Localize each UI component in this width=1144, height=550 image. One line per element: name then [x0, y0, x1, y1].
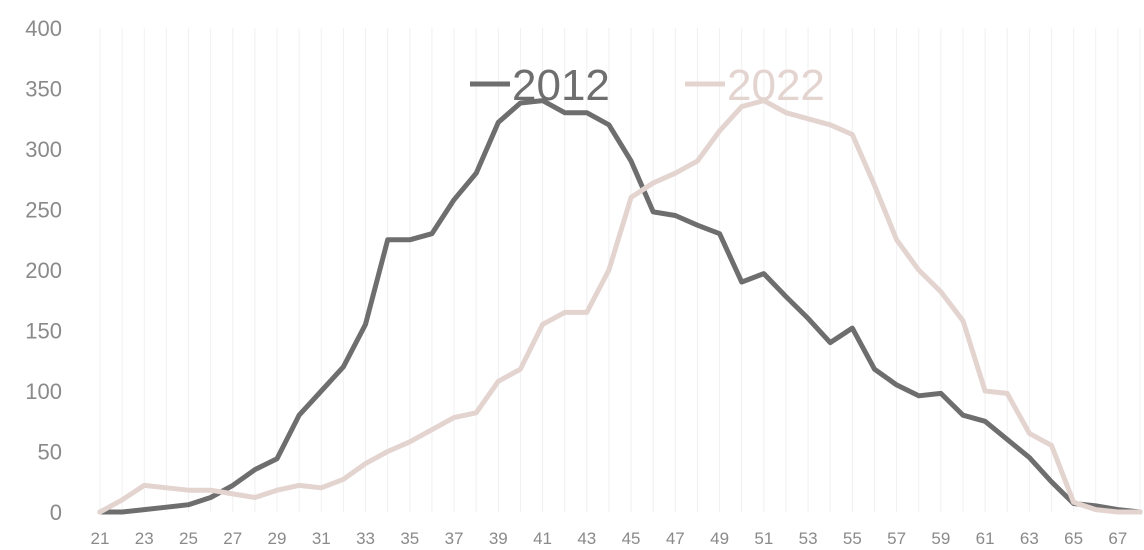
x-tick-label: 33 — [356, 529, 375, 548]
x-tick-label: 45 — [622, 529, 641, 548]
x-tick-label: 39 — [489, 529, 508, 548]
x-tick-label: 53 — [799, 529, 818, 548]
series-line-2012 — [97, 98, 1143, 515]
x-tick-label: 35 — [400, 529, 419, 548]
x-tick-label: 29 — [268, 529, 287, 548]
x-tick-label: 47 — [666, 529, 685, 548]
y-tick-label: 0 — [50, 500, 62, 525]
x-tick-label: 23 — [135, 529, 154, 548]
x-tick-label: 63 — [1020, 529, 1039, 548]
x-tick-label: 61 — [976, 529, 995, 548]
y-tick-label: 200 — [25, 258, 62, 283]
y-tick-label: 150 — [25, 319, 62, 344]
x-tick-label: 25 — [179, 529, 198, 548]
x-tick-label: 65 — [1064, 529, 1083, 548]
x-tick-label: 31 — [312, 529, 331, 548]
x-axis-ticks: 21 23 25 27 29 31 33 35 37 39 41 43 45 47 49 51 53 55 57 59… — [91, 529, 1128, 548]
legend-label-2022: 2022 — [727, 61, 825, 110]
y-tick-label: 100 — [25, 379, 62, 404]
y-tick-label: 300 — [25, 137, 62, 162]
legend-label-2012: 2012 — [512, 61, 610, 110]
series-lines — [97, 98, 1143, 515]
x-tick-label: 67 — [1108, 529, 1127, 548]
series-line-2022 — [97, 98, 1143, 515]
y-tick-label: 250 — [25, 198, 62, 223]
x-tick-label: 51 — [754, 529, 773, 548]
x-tick-label: 49 — [710, 529, 729, 548]
grid-lines — [99, 28, 1141, 512]
y-axis-ticks: 0 50 100 150 200 250 300 350 400 — [25, 16, 62, 525]
x-tick-label: 43 — [577, 529, 596, 548]
y-tick-label: 350 — [25, 77, 62, 102]
x-tick-label: 59 — [931, 529, 950, 548]
x-tick-label: 27 — [223, 529, 242, 548]
x-tick-label: 21 — [91, 529, 110, 548]
y-tick-label: 400 — [25, 16, 62, 41]
legend: 2012 2022 — [470, 61, 825, 110]
x-tick-label: 57 — [887, 529, 906, 548]
y-tick-label: 50 — [38, 440, 62, 465]
x-tick-label: 41 — [533, 529, 552, 548]
x-tick-label: 37 — [445, 529, 464, 548]
x-tick-label: 55 — [843, 529, 862, 548]
